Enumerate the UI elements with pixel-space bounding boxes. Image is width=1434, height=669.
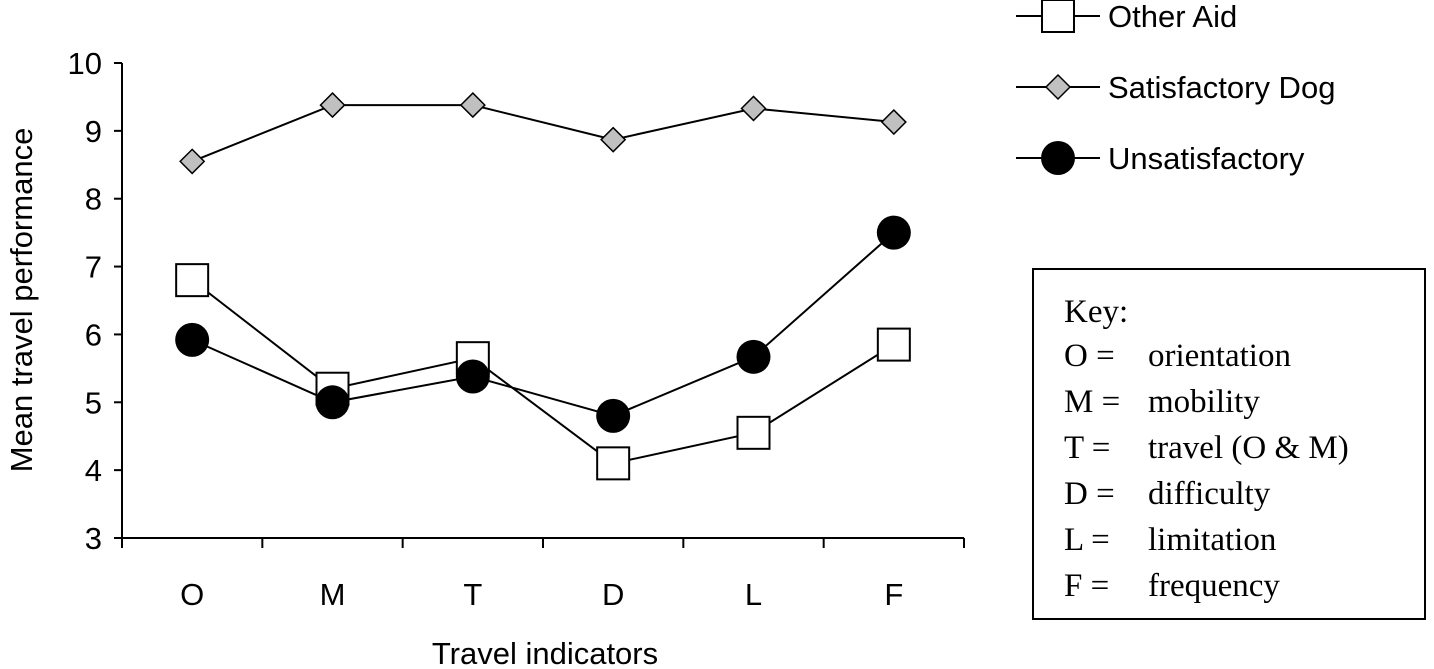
legend-label: Other Aid <box>1108 0 1237 34</box>
y-tick-label: 8 <box>85 182 102 217</box>
x-tick-label: F <box>884 577 903 612</box>
series-layer <box>175 92 911 481</box>
y-tick-label: 9 <box>85 114 102 149</box>
data-point <box>315 385 350 420</box>
x-tick-label: D <box>602 577 624 612</box>
key-description: difficulty <box>1148 476 1271 512</box>
key-box: Key: O = orientation M = mobility T = tr… <box>1032 268 1426 620</box>
key-code: F = <box>1064 568 1110 604</box>
y-tick-label: 4 <box>85 453 102 488</box>
x-tick-label: M <box>320 577 346 612</box>
data-point <box>175 263 210 298</box>
key-description: orientation <box>1148 338 1291 374</box>
key-code: T = <box>1064 430 1111 466</box>
data-point <box>459 92 486 119</box>
data-point <box>179 148 206 175</box>
data-point <box>596 446 631 481</box>
key-description: limitation <box>1148 522 1277 558</box>
series-line <box>191 104 894 163</box>
data-point <box>455 359 490 394</box>
x-tick-label: T <box>463 577 482 612</box>
key-code: M = <box>1064 384 1121 420</box>
key-code: L = <box>1064 522 1110 558</box>
legend: Other Aid Satisfactory Dog Unsatisfactory <box>1016 0 1335 176</box>
key-title: Key: <box>1064 294 1129 330</box>
y-axis-label: Mean travel performance <box>4 128 39 473</box>
data-point <box>600 126 627 153</box>
axes <box>121 63 964 539</box>
series-unsatisfactory <box>175 215 911 433</box>
data-point <box>175 322 210 357</box>
x-axis-label: Travel indicators <box>432 636 658 669</box>
y-axis-ticks: 3 4 5 6 7 8 9 10 <box>68 46 122 556</box>
y-tick-label: 3 <box>85 521 102 556</box>
data-point <box>736 339 771 374</box>
x-tick-label: L <box>745 577 762 612</box>
legend-marker <box>1041 141 1075 175</box>
data-point <box>596 398 631 433</box>
data-point <box>736 415 771 450</box>
legend-marker <box>1044 73 1072 101</box>
x-tick-label: O <box>180 577 204 612</box>
y-tick-label: 5 <box>85 385 102 420</box>
y-tick-label: 10 <box>68 46 102 81</box>
series-other-aid <box>175 263 911 481</box>
legend-item: Other Aid <box>1016 0 1237 34</box>
data-point <box>740 95 767 122</box>
key-description: mobility <box>1148 384 1260 420</box>
data-point <box>876 327 911 362</box>
data-point <box>876 215 911 250</box>
series-satisfactory-dog <box>179 92 907 175</box>
y-tick-label: 7 <box>85 250 102 285</box>
data-point <box>880 108 907 136</box>
key-code: O = <box>1064 338 1115 374</box>
key-code: D = <box>1064 476 1115 512</box>
data-point <box>319 92 346 119</box>
series-line <box>191 279 895 465</box>
legend-marker <box>1041 0 1075 33</box>
y-tick-label: 6 <box>85 317 102 352</box>
legend-label: Unsatisfactory <box>1108 141 1305 176</box>
key-description: travel (O & M) <box>1148 430 1349 466</box>
legend-item: Unsatisfactory <box>1016 141 1305 176</box>
key-description: frequency <box>1148 568 1280 604</box>
legend-label: Satisfactory Dog <box>1108 70 1335 105</box>
series-line <box>191 231 895 417</box>
legend-item: Satisfactory Dog <box>1016 70 1335 105</box>
